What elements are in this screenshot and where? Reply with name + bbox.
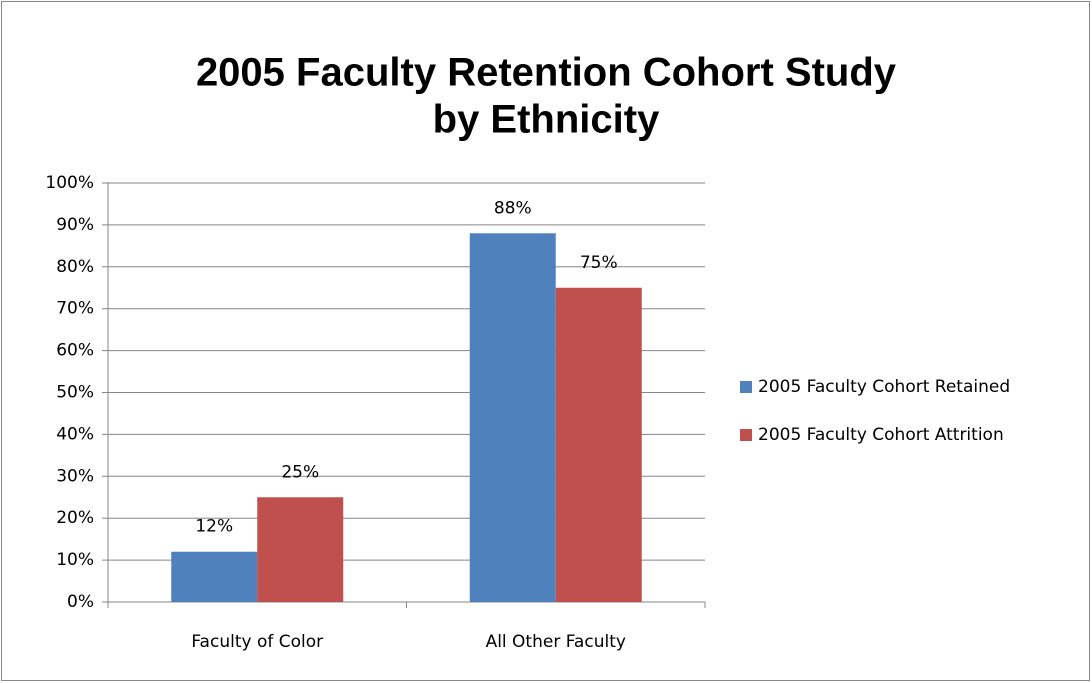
chart-title: by Ethnicity (433, 98, 660, 142)
chart-title: 2005 Faculty Retention Cohort Study (196, 51, 897, 95)
y-tick-label: 20% (56, 508, 94, 528)
y-tick-label: 50% (56, 383, 94, 403)
data-label: 25% (281, 462, 319, 482)
data-label: 12% (195, 517, 233, 537)
bar (257, 497, 344, 602)
legend-swatch (740, 429, 752, 441)
y-tick-label: 100% (45, 173, 94, 193)
y-tick-label: 80% (56, 257, 94, 277)
legend-label: 2005 Faculty Cohort Attrition (758, 425, 1004, 445)
bar (469, 233, 556, 602)
y-tick-label: 0% (67, 592, 94, 612)
y-tick-label: 40% (56, 424, 94, 444)
legend-swatch (740, 381, 752, 393)
x-tick-label: All Other Faculty (486, 632, 626, 652)
y-tick-label: 10% (56, 550, 94, 570)
y-tick-label: 60% (56, 341, 94, 361)
y-tick-label: 90% (56, 215, 94, 235)
bar (555, 287, 642, 602)
x-tick-label: Faculty of Color (191, 632, 323, 652)
data-label: 88% (494, 198, 532, 218)
legend-label: 2005 Faculty Cohort Retained (758, 377, 1010, 397)
bar (171, 551, 258, 602)
data-label: 75% (580, 253, 618, 273)
y-tick-label: 70% (56, 299, 94, 319)
y-tick-label: 30% (56, 466, 94, 486)
